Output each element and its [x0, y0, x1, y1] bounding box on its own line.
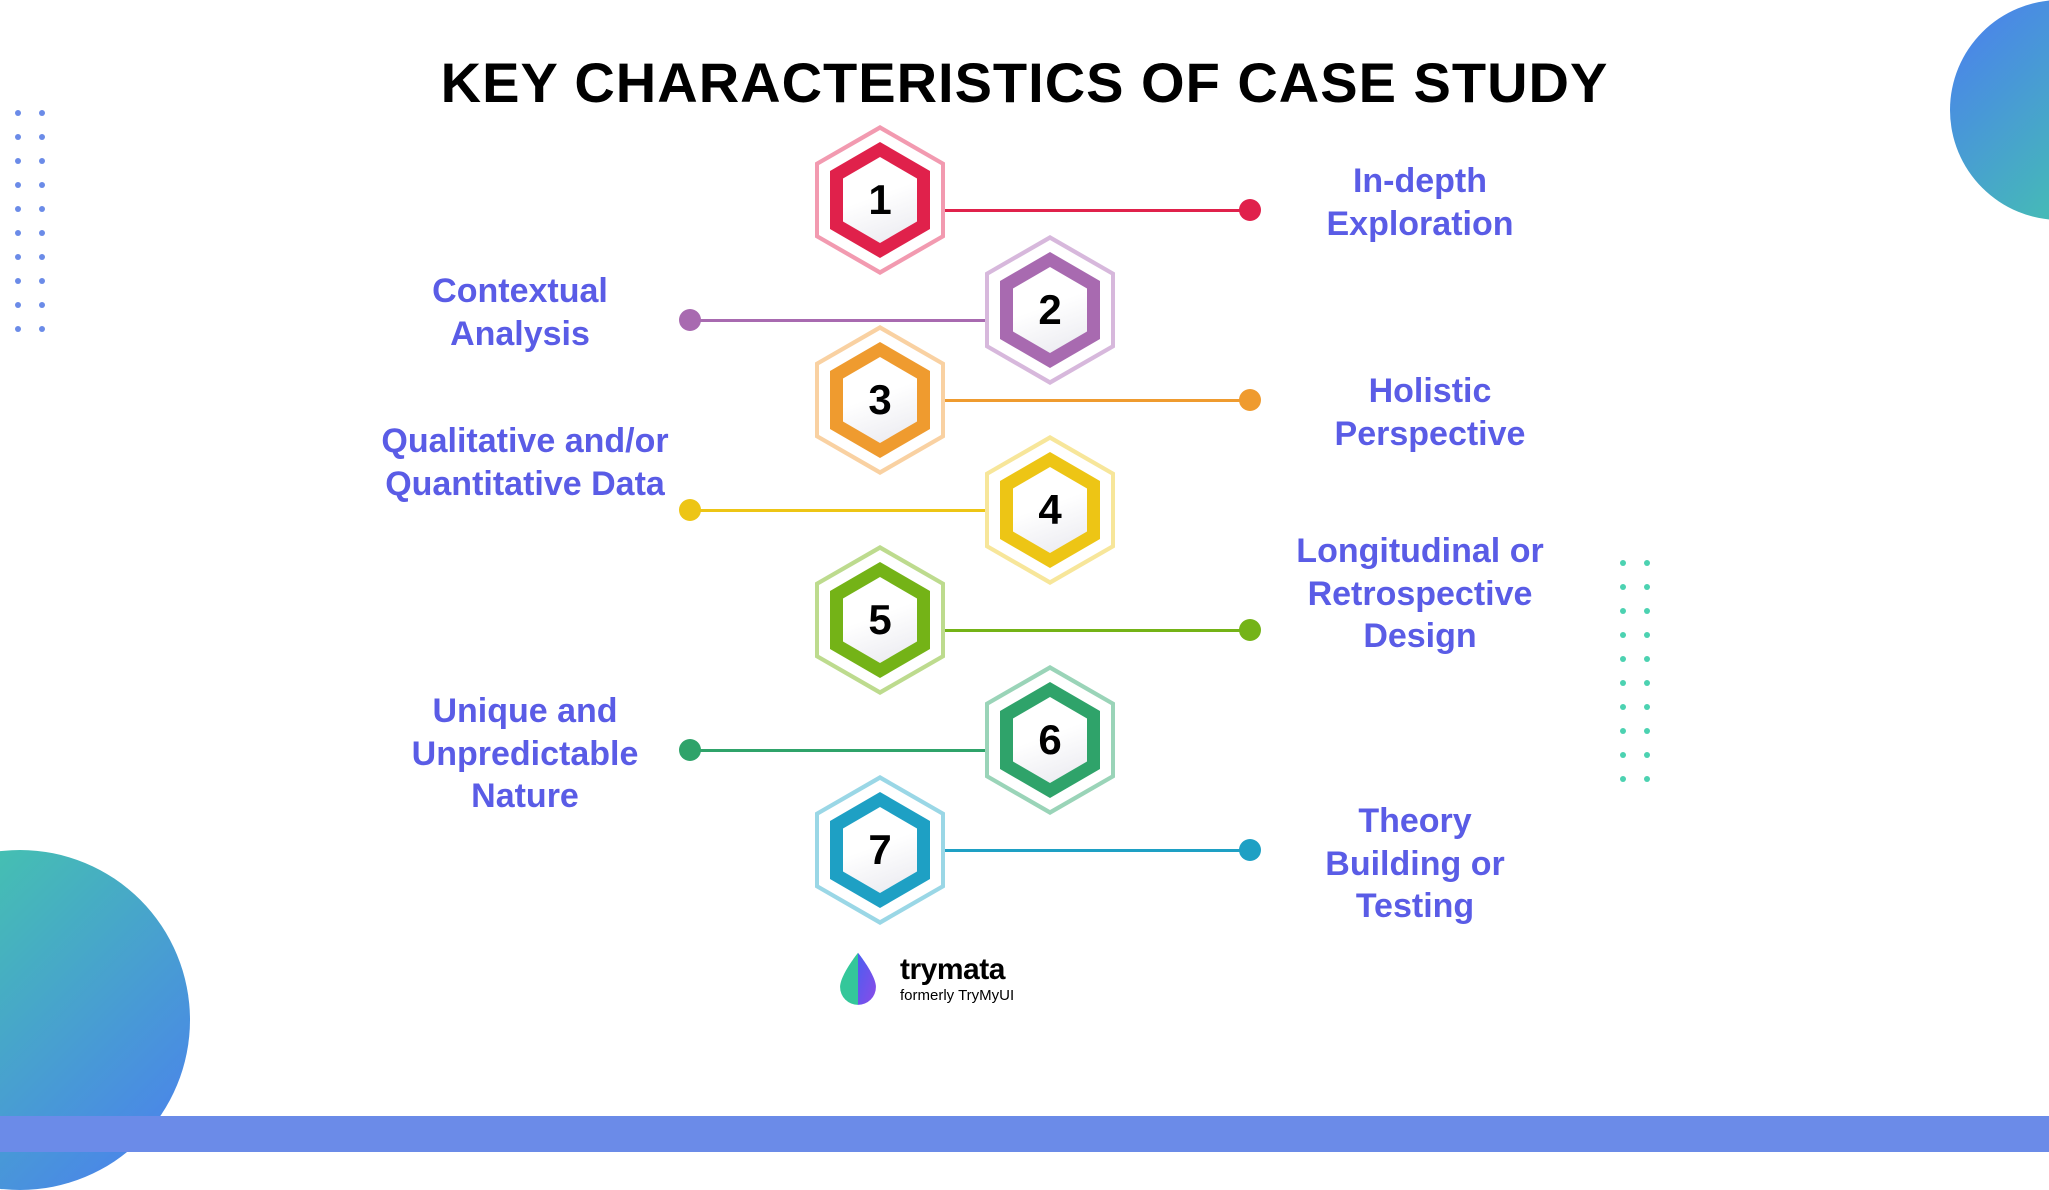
connector-dot — [1239, 619, 1261, 641]
hexagon-node: 2 — [985, 235, 1115, 385]
bottom-bar — [0, 1116, 2049, 1152]
connector-line — [945, 629, 1250, 632]
connector-line — [945, 209, 1250, 212]
hexagon-node: 1 — [815, 125, 945, 275]
dots-decoration-left — [15, 110, 45, 332]
connector-dot — [679, 739, 701, 761]
item-label: Contextual Analysis — [380, 270, 660, 355]
item-label: Qualitative and/or Quantitative Data — [380, 420, 670, 505]
connector-dot — [1239, 199, 1261, 221]
diagram-root: KEY CHARACTERISTICS OF CASE STUDY 1 In-de… — [0, 0, 2049, 1152]
hexagon-number: 5 — [868, 596, 891, 644]
hexagon-node: 3 — [815, 325, 945, 475]
circle-decoration-top-right — [1950, 0, 2049, 220]
hexagon-node: 4 — [985, 435, 1115, 585]
logo-drop-icon — [830, 950, 886, 1006]
connector-dot — [1239, 389, 1261, 411]
hexagon-number: 7 — [868, 826, 891, 874]
hexagon-node: 6 — [985, 665, 1115, 815]
item-label: Holistic Perspective — [1290, 370, 1570, 455]
connector-line — [945, 399, 1250, 402]
item-label: Longitudinal or Retrospective Design — [1290, 530, 1550, 658]
hexagon-number: 4 — [1038, 486, 1061, 534]
connector-line — [945, 849, 1250, 852]
brand-logo: trymata formerly TryMyUI — [830, 950, 1014, 1006]
connector-dot — [679, 309, 701, 331]
connector-line — [690, 319, 985, 322]
connector-line — [690, 749, 985, 752]
hexagon-number: 6 — [1038, 716, 1061, 764]
connector-line — [690, 509, 985, 512]
connector-dot — [1239, 839, 1261, 861]
hexagon-number: 2 — [1038, 286, 1061, 334]
hexagon-number: 3 — [868, 376, 891, 424]
hexagon-number: 1 — [868, 176, 891, 224]
item-label: Unique and Unpredictable Nature — [380, 690, 670, 818]
hexagon-node: 7 — [815, 775, 945, 925]
connector-dot — [679, 499, 701, 521]
page-title: KEY CHARACTERISTICS OF CASE STUDY — [0, 50, 2049, 115]
dots-decoration-right — [1620, 560, 1650, 782]
logo-brand-name: trymata — [900, 953, 1014, 987]
logo-subtitle: formerly TryMyUI — [900, 987, 1014, 1004]
item-label: Theory Building or Testing — [1290, 800, 1540, 928]
logo-text: trymata formerly TryMyUI — [900, 953, 1014, 1004]
hexagon-node: 5 — [815, 545, 945, 695]
item-label: In-depth Exploration — [1290, 160, 1550, 245]
